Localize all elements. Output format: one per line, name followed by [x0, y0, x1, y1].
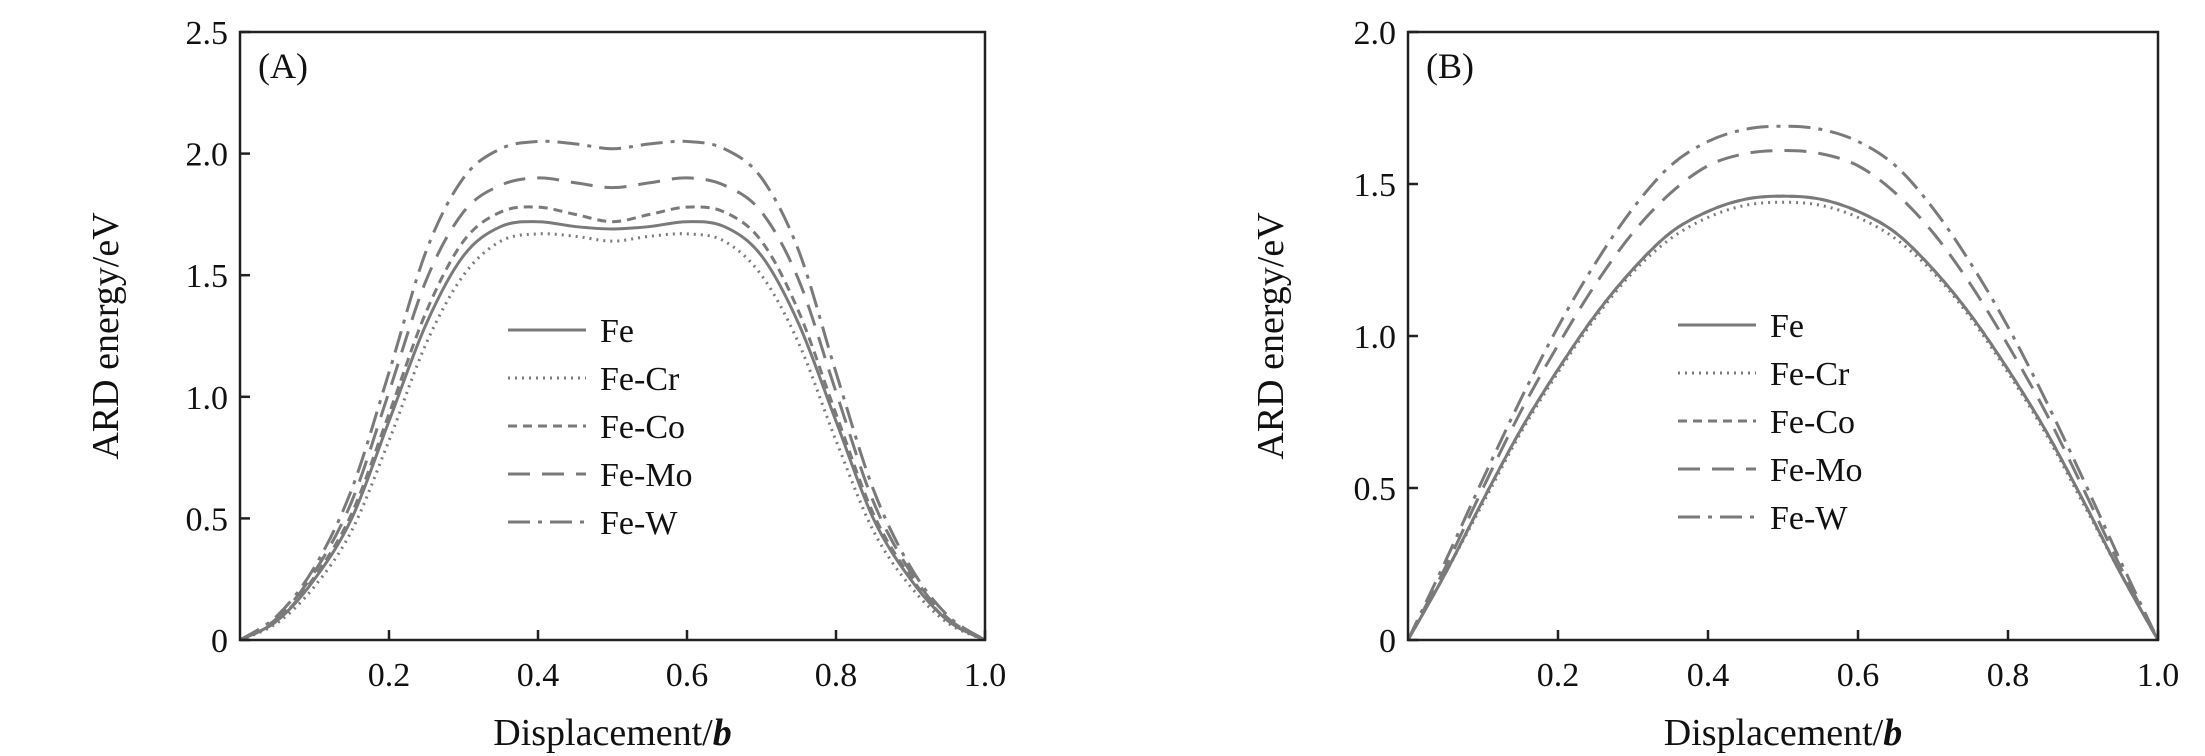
y-axis-label: ARD energy/eV	[85, 212, 127, 460]
x-tick-label: 0.4	[517, 657, 560, 694]
series-line-fe-co	[1408, 194, 2158, 640]
plot-frame	[238, 30, 987, 642]
series-lines	[240, 139, 985, 640]
x-tick-label: 1.0	[964, 657, 1007, 694]
legend-label-fe: Fe	[600, 313, 634, 350]
legend-label-fe-cr: Fe-Cr	[600, 361, 680, 398]
y-tick-label: 1.5	[186, 258, 229, 295]
x-axis-label-text: Displacement/	[1664, 712, 1884, 754]
series-line-fe-w	[240, 139, 985, 640]
panel-label: (B)	[1426, 46, 1474, 86]
x-tick-label: 0.2	[368, 657, 411, 694]
y-tick-label: 0.5	[186, 501, 229, 538]
series-line-fe	[240, 220, 985, 640]
x-axis-label-italic: b	[1883, 712, 1902, 754]
x-tick-label: 0.6	[666, 657, 709, 694]
x-axis-label-italic: b	[713, 712, 732, 754]
y-axis-label: ARD energy/eV	[1250, 212, 1292, 460]
series-line-fe-co	[240, 205, 985, 640]
y-tick-label: 0	[211, 623, 228, 660]
x-tick-label: 0.8	[1987, 657, 2030, 694]
y-tick-label: 1.0	[186, 380, 229, 417]
x-tick-label: 0.2	[1537, 657, 1580, 694]
legend-label-fe: Fe	[1770, 308, 1804, 345]
legend-label-fe-mo: Fe-Mo	[1770, 452, 1863, 489]
x-tick-label: 0.8	[815, 657, 858, 694]
y-tick-label: 1.0	[1354, 319, 1397, 356]
x-axis-label: Displacement/b	[1664, 712, 1902, 754]
series-line-fe-cr	[1408, 200, 2158, 640]
x-tick-label: 0.4	[1687, 657, 1730, 694]
legend-label-fe-co: Fe-Co	[1770, 404, 1855, 441]
legend-label-fe-w: Fe-W	[1770, 500, 1848, 537]
series-line-fe-mo	[1408, 149, 2158, 640]
x-axis-label: Displacement/b	[493, 712, 731, 754]
legend-label-fe-mo: Fe-Mo	[600, 457, 693, 494]
series-lines	[1408, 124, 2158, 640]
x-tick-label: 1.0	[2137, 657, 2180, 694]
y-tick-label: 1.5	[1354, 167, 1397, 204]
y-tick-label: 0	[1379, 623, 1396, 660]
y-tick-label: 0.5	[1354, 471, 1397, 508]
legend: Fe Fe-Cr Fe-Co Fe-Mo Fe-W	[508, 313, 693, 542]
y-tick-label: 2.5	[186, 15, 229, 52]
panel-label: (A)	[258, 46, 308, 86]
legend-label-fe-cr: Fe-Cr	[1770, 356, 1850, 393]
legend-label-fe-co: Fe-Co	[600, 409, 685, 446]
x-axis-label-text: Displacement/	[493, 712, 713, 754]
legend: Fe Fe-Cr Fe-Co Fe-Mo Fe-W	[1678, 308, 1863, 537]
y-tick-label: 2.0	[186, 137, 229, 174]
panel-a-chart: 0.2 0.4 0.6 0.8 1.0 0 0.5 1.0 1.5 2.0 2.5 (A) Displa…	[85, 15, 1006, 754]
y-tick-label: 2.0	[1354, 15, 1397, 52]
panel-b-chart: 0.2 0.4 0.6 0.8 1.0 0 0.5 1.0 1.5 2.0 (B) Displacem…	[1250, 15, 2179, 754]
series-line-fe-mo	[240, 176, 985, 640]
legend-label-fe-w: Fe-W	[600, 505, 678, 542]
series-line-fe-w	[1408, 124, 2158, 640]
x-tick-label: 0.6	[1837, 657, 1880, 694]
